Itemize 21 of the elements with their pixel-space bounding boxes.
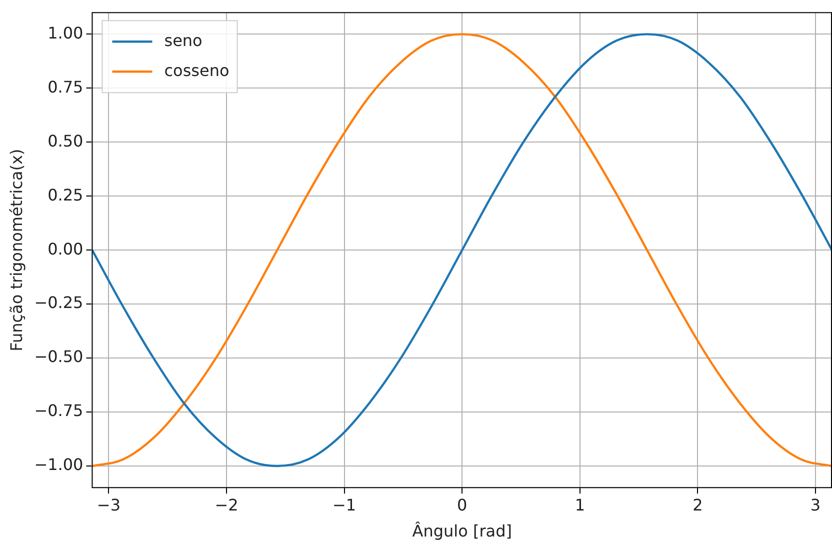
y-tick-label: −0.75 [34,401,84,420]
line-series [92,33,832,468]
x-tick-label: 3 [810,495,821,514]
x-axis-title: Ângulo [rad] [412,522,512,541]
y-axis-title: Função trigonométrica(x) [6,148,26,352]
x-tick-label: 0 [457,495,468,514]
x-tick-label: −1 [332,495,356,514]
y-tick-label: −1.00 [34,455,84,474]
y-tick-label: 0.75 [48,77,84,96]
legend-label: cosseno [164,60,230,80]
legend-label: seno [164,30,202,50]
x-tick-label: −2 [214,495,238,514]
y-tick-label: 0.00 [48,239,84,258]
x-tick-label: 1 [574,495,586,514]
y-tick-label: −0.50 [34,347,84,366]
x-tick-label: −3 [96,495,121,514]
y-tick-label: 0.50 [48,131,84,150]
y-tick-label: −0.25 [34,293,84,312]
x-tick-label: 2 [692,495,703,514]
y-tick-label: 0.25 [48,185,84,204]
y-tick-label: 1.00 [48,23,84,42]
